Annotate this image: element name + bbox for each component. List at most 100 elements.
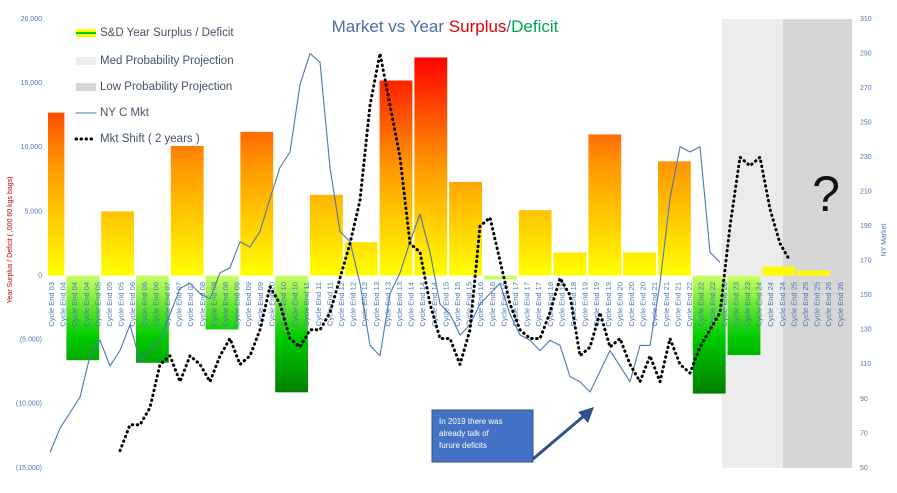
x-tick-label: Cycle End 04 [59, 282, 68, 327]
x-tick-label: Cycle End 19 [604, 282, 613, 327]
y2-tick-label: 130 [860, 327, 872, 334]
legend-label: Mkt Shift ( 2 years ) [100, 133, 200, 145]
x-tick-label: Cycle End 17 [534, 282, 543, 327]
x-tick-label: Cycle End 21 [673, 282, 682, 327]
x-tick-label: Cycle End 10 [291, 282, 300, 327]
x-tick-label: Cycle End 06 [151, 282, 160, 327]
legend-label: S&D Year Surplus / Deficit [100, 27, 234, 39]
bar [484, 275, 517, 280]
y2-tick-label: 70 [860, 430, 868, 437]
annotation-text: In 2019 there was [439, 417, 503, 426]
y2-tick-label: 250 [860, 119, 872, 126]
question-mark: ? [812, 166, 840, 222]
x-tick-label: Cycle End 24 [755, 282, 764, 327]
x-tick-label: Cycle End 15 [453, 282, 462, 327]
x-tick-label: Cycle End 04 [70, 282, 79, 327]
x-tick-label: Cycle End 20 [615, 282, 624, 327]
x-tick-label: Cycle End 26 [824, 282, 833, 327]
x-tick-label: Cycle End 13 [372, 282, 381, 327]
x-tick-label: Cycle End 18 [557, 282, 566, 327]
x-tick-label: Cycle End 12 [360, 282, 369, 327]
bar [48, 112, 65, 276]
annotation-arrow [532, 413, 586, 461]
x-tick-label: Cycle End 08 [209, 282, 218, 327]
x-tick-label: Cycle End 09 [256, 282, 265, 327]
y-tick-label: 0 [38, 272, 42, 279]
x-tick-label: Cycle End 10 [267, 282, 276, 327]
legend-swatch [76, 57, 96, 65]
bar [553, 252, 587, 276]
x-tick-label: Cycle End 24 [778, 282, 787, 327]
y2-tick-label: 50 [860, 465, 868, 472]
y2-tick-label: 290 [860, 50, 872, 57]
x-tick-label: Cycle End 08 [221, 282, 230, 327]
x-tick-label: Cycle End 10 [279, 282, 288, 327]
bar [310, 194, 343, 276]
x-tick-label: Cycle End 05 [117, 282, 126, 327]
x-tick-label: Cycle End 18 [546, 282, 555, 327]
x-tick-label: Cycle End 20 [639, 282, 648, 327]
y-tick-label: 15,000 [21, 80, 43, 87]
x-tick-label: Cycle End 08 [198, 282, 207, 327]
x-tick-label: Cycle End 21 [650, 282, 659, 327]
legend-label: Med Probability Projection [100, 55, 234, 67]
x-tick-label: Cycle End 23 [743, 282, 752, 327]
y2-tick-label: 270 [860, 85, 872, 92]
y-tick-label: (5,000) [20, 337, 42, 344]
annotation-box [431, 409, 534, 463]
y2-tick-label: 150 [860, 292, 872, 299]
title-part: Surplus [449, 17, 507, 36]
line-series [49, 52, 721, 453]
y2-tick-label: 190 [860, 223, 872, 230]
x-tick-label: Cycle End 21 [662, 282, 671, 327]
bar [101, 211, 134, 276]
legend-swatch [76, 32, 96, 34]
x-tick-label: Cycle End 09 [244, 282, 253, 327]
x-tick-label: Cycle End 17 [511, 282, 520, 327]
x-tick-label: Cycle End 05 [105, 282, 114, 327]
x-tick-label: Cycle End 14 [407, 282, 416, 327]
bar [692, 275, 726, 394]
bar [762, 266, 796, 276]
x-tick-label: Cycle End 13 [395, 282, 404, 327]
x-tick-label: Cycle End 09 [233, 282, 242, 327]
x-tick-label: Cycle End 06 [128, 282, 137, 327]
line-series [118, 52, 792, 453]
x-tick-label: Cycle End 25 [801, 282, 810, 327]
arrow-head [578, 407, 594, 423]
x-tick-label: Cycle End 14 [430, 282, 439, 327]
x-tick-label: Cycle End 22 [708, 282, 717, 327]
x-tick-label: Cycle End 05 [93, 282, 102, 327]
y2-tick-label: 310 [860, 16, 872, 23]
x-tick-label: Cycle End 07 [163, 282, 172, 327]
bar [240, 131, 274, 276]
title-part: Market vs Year [332, 17, 449, 36]
bar [727, 275, 761, 356]
x-tick-label: Cycle End 25 [789, 282, 798, 327]
x-tick-label: Cycle End 19 [592, 282, 601, 327]
x-tick-label: Cycle End 16 [488, 282, 497, 327]
bar [797, 270, 830, 276]
x-tick-label: Cycle End 23 [731, 282, 740, 327]
y2-tick-label: 90 [860, 396, 868, 403]
annotation-text: furure deficits [439, 441, 487, 450]
title-part: / [506, 17, 511, 36]
y2-tick-label: 170 [860, 258, 872, 265]
x-tick-label: Cycle End 16 [476, 282, 485, 327]
projection-region [783, 19, 852, 468]
bar [205, 275, 239, 330]
legend-swatch [76, 83, 96, 91]
x-tick-label: Cycle End 25 [813, 282, 822, 327]
x-tick-label: Cycle End 20 [627, 282, 636, 327]
bar [414, 57, 448, 276]
x-tick-label: Cycle End 15 [465, 282, 474, 327]
y-tick-label: 10,000 [21, 144, 43, 151]
y-tick-label: (15,000) [16, 465, 42, 472]
title-part: Deficit [511, 17, 559, 36]
x-tick-label: Cycle End 22 [697, 282, 706, 327]
x-tick-label: Cycle End 11 [302, 282, 311, 326]
x-tick-label: Cycle End 12 [349, 282, 358, 327]
bar [170, 146, 204, 276]
x-tick-label: Cycle End 24 [766, 282, 775, 327]
